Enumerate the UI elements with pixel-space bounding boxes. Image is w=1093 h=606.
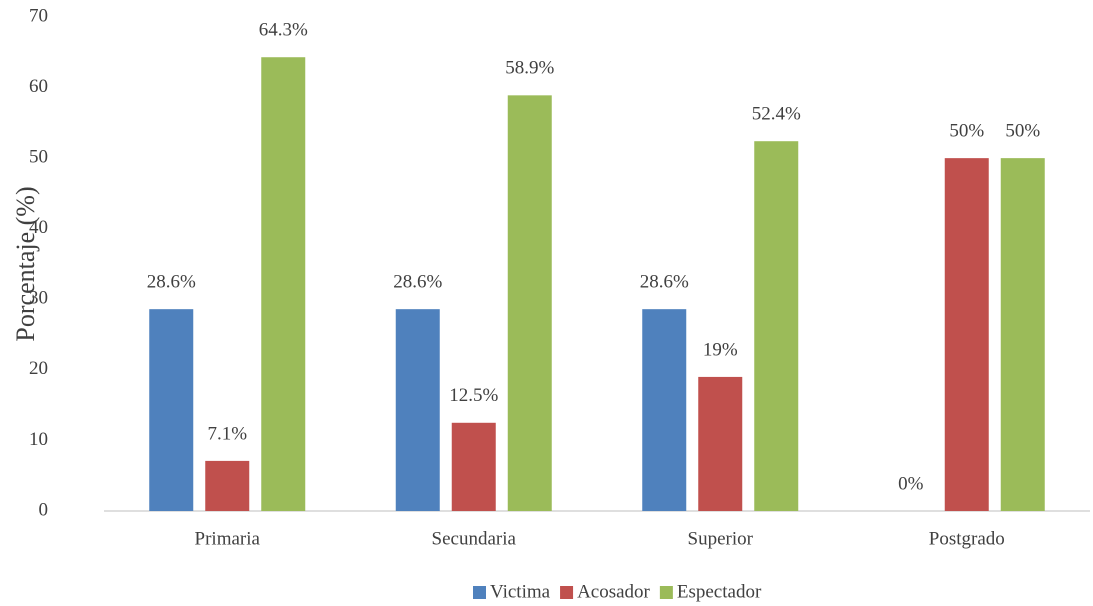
bar bbox=[507, 95, 552, 511]
data-label: 28.6% bbox=[147, 272, 196, 293]
bar bbox=[261, 57, 306, 512]
bar bbox=[1000, 158, 1045, 511]
data-label: 58.9% bbox=[505, 58, 554, 79]
y-tick-label: 40 bbox=[29, 217, 48, 238]
legend-label: Espectador bbox=[677, 581, 762, 602]
y-tick-label: 60 bbox=[29, 76, 48, 97]
y-tick-label: 50 bbox=[29, 147, 48, 168]
y-tick-label: 0 bbox=[39, 499, 49, 520]
bar bbox=[205, 460, 250, 511]
legend-label: Acosador bbox=[577, 581, 650, 602]
x-tick-label: Superior bbox=[688, 528, 754, 549]
legend-swatch bbox=[560, 586, 574, 599]
data-label: 19% bbox=[703, 339, 738, 360]
data-label: 52.4% bbox=[752, 104, 801, 125]
data-label: 50% bbox=[1005, 121, 1040, 142]
bar bbox=[451, 422, 496, 511]
bar bbox=[754, 141, 799, 511]
data-label: 50% bbox=[949, 121, 984, 142]
data-label: 7.1% bbox=[207, 423, 247, 444]
bar bbox=[149, 309, 194, 511]
data-label: 64.3% bbox=[259, 20, 308, 41]
legend-swatch bbox=[659, 586, 673, 599]
y-tick-label: 30 bbox=[29, 288, 48, 309]
legend-swatch bbox=[473, 586, 486, 599]
y-tick-label: 20 bbox=[29, 358, 48, 379]
bar bbox=[698, 376, 743, 511]
data-label: 28.6% bbox=[393, 272, 442, 293]
data-label: 28.6% bbox=[640, 272, 689, 293]
x-tick-label: Secundaria bbox=[432, 528, 517, 549]
data-label: 12.5% bbox=[449, 385, 498, 406]
bar bbox=[395, 309, 440, 511]
y-tick-label: 70 bbox=[29, 5, 48, 26]
bar bbox=[944, 158, 989, 511]
x-tick-label: Postgrado bbox=[929, 528, 1005, 549]
y-tick-label: 10 bbox=[29, 429, 48, 450]
x-tick-label: Primaria bbox=[195, 528, 261, 549]
data-label: 0% bbox=[898, 473, 924, 494]
bar bbox=[642, 309, 687, 511]
y-axis-label: Porcentaje (%) bbox=[11, 186, 40, 341]
legend-label: Victima bbox=[490, 581, 551, 602]
